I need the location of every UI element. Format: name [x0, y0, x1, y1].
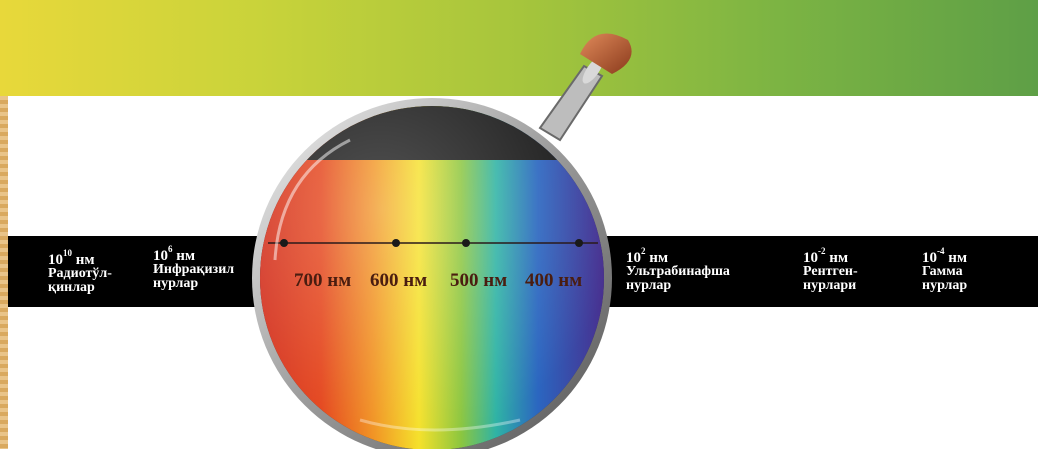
wavelength-label-700: 700 нм [294, 270, 352, 291]
marker-700 [280, 239, 288, 247]
color-gradient-band [0, 0, 1038, 96]
marker-500 [462, 239, 470, 247]
wavelength-label-500: 500 нм [450, 270, 508, 291]
label-ultraviolet: 102 нм Ультрабинафша нурлар [626, 246, 730, 293]
label-radio-waves: 1010 нм Радиотўл- қинлар [48, 248, 112, 295]
wavelength-label-600: 600 нм [370, 270, 428, 291]
label-infrared: 106 нм Инфрақизил нурлар [153, 244, 235, 291]
label-x-rays: 10-2 нм Рентген- нурлари [803, 246, 858, 293]
label-gamma-rays: 10-4 нм Гамма нурлар [922, 246, 968, 293]
magnifier-handle [538, 33, 632, 142]
wavelength-label-400: 400 нм [525, 270, 583, 291]
marker-400 [575, 239, 583, 247]
left-border [0, 0, 8, 449]
marker-600 [392, 239, 400, 247]
